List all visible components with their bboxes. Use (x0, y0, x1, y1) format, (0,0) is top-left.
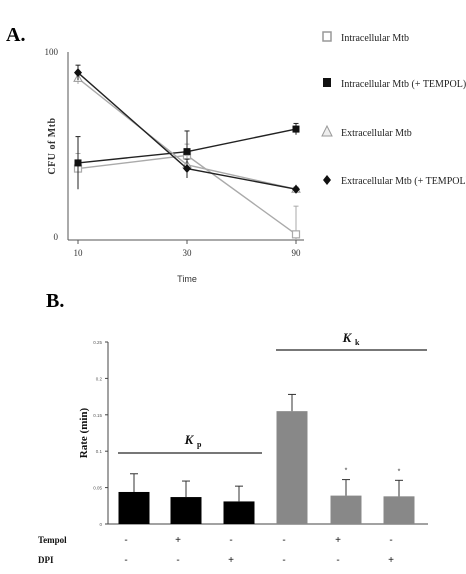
condition-sign: - (336, 555, 339, 566)
y-tick-label-0: 0 (54, 232, 59, 242)
legend-marker-2 (323, 78, 331, 87)
x-tick-label-10: 10 (74, 248, 84, 258)
line-chart-a: 100 0 10 30 90 CFU of Mtb Time Intracellular Mt… (45, 31, 466, 284)
bar-3 (223, 501, 255, 524)
condition-sign: - (229, 535, 232, 546)
condition-sign: - (176, 555, 179, 566)
legend-label-1: Intracellular Mtb (341, 33, 409, 44)
bar-2 (170, 497, 202, 524)
series-4-point (74, 68, 82, 78)
series-4 (74, 64, 300, 194)
legend-marker-3 (321, 124, 333, 137)
y-tick-label-b-2: 0.1 (96, 449, 103, 454)
panel-b-label: B. (46, 290, 65, 312)
bar-5-asterisk: * (345, 468, 348, 475)
condition-label-dpi: DPI (38, 555, 54, 565)
condition-sign: + (175, 535, 181, 546)
y-axis-label-b: Rate (min) (78, 407, 90, 458)
legend-label-4: Extracellular Mtb (+ TEMPOL) (341, 176, 466, 187)
legend-entry-2: Intracellular Mtb (+ TEMPOL) (323, 78, 466, 90)
y-axis-label: CFU of Mtb (47, 117, 58, 174)
bar-1 (118, 491, 150, 524)
series-1-point (291, 230, 301, 239)
group-label-sub-1: p (197, 440, 202, 449)
legend-label-3: Extracellular Mtb (341, 128, 412, 139)
legend-entry-1: Intracellular Mtb (322, 31, 409, 44)
panel-a-label: A. (6, 24, 26, 46)
group-label-sub-2: k (355, 338, 360, 347)
condition-sign: - (389, 535, 392, 546)
bar-5 (330, 495, 362, 524)
legend-marker-1 (322, 31, 332, 42)
condition-sign: - (282, 555, 285, 566)
condition-sign: - (124, 555, 127, 566)
x-axis-label: Time (177, 274, 197, 284)
condition-label-tempol: Tempol (38, 535, 67, 545)
y-tick-label-b-5: 0.25 (93, 340, 102, 345)
series-2 (74, 122, 300, 190)
bar-6 (383, 496, 415, 524)
y-tick-label-b-1: 0.05 (93, 486, 102, 491)
group-label-2: K (342, 330, 353, 345)
x-tick-label-90: 90 (292, 248, 302, 258)
condition-sign: + (228, 555, 234, 566)
y-tick-label-b-4: 0.2 (96, 376, 103, 381)
y-tick-label-100: 100 (45, 47, 59, 57)
y-tick-label-b-3: 0.15 (93, 413, 102, 418)
x-tick-label-30: 30 (183, 248, 193, 258)
series-2-point (292, 125, 300, 133)
bar-4 (276, 411, 308, 524)
series-2-point (183, 148, 191, 156)
bar-6-asterisk: * (398, 468, 401, 475)
condition-sign: - (124, 535, 127, 546)
condition-sign: + (335, 535, 341, 546)
legend-label-2: Intracellular Mtb (+ TEMPOL) (341, 79, 466, 90)
condition-sign: + (388, 555, 394, 566)
condition-sign: - (282, 535, 285, 546)
legend-marker-4 (323, 175, 331, 185)
series-2-point (74, 159, 82, 167)
group-label-1: K (184, 432, 195, 447)
legend-entry-3: Extracellular Mtb (321, 124, 412, 139)
series-4-point (183, 164, 191, 174)
series-4-point (292, 184, 300, 194)
y-tick-label-b-0: 0 (99, 522, 102, 527)
legend-entry-4: Extracellular Mtb (+ TEMPOL) (323, 175, 466, 187)
